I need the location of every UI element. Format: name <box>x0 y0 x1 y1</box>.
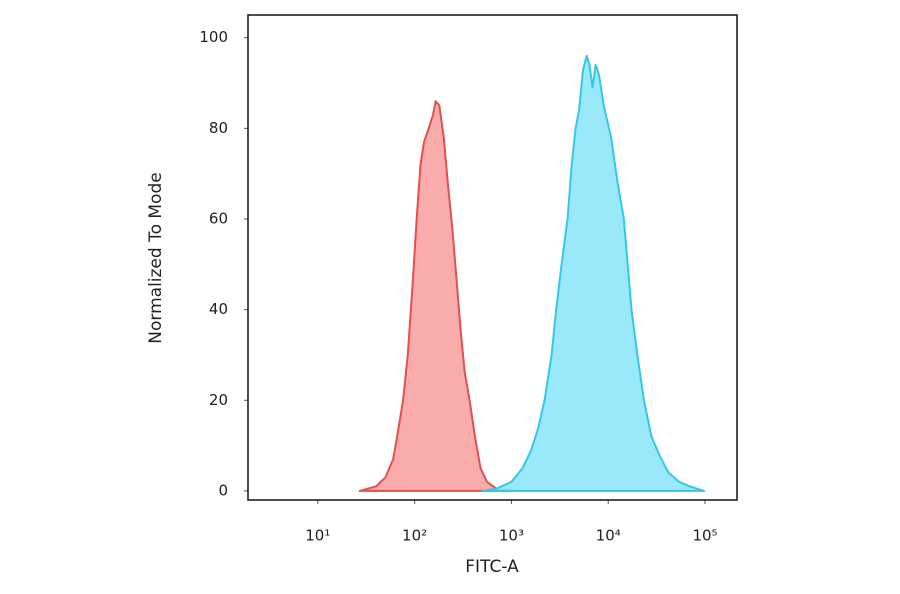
x-tick-label: 10⁵ <box>692 527 717 545</box>
y-tick-label: 100 <box>199 28 228 46</box>
plot-frame <box>247 14 738 501</box>
y-tick-label: 80 <box>209 119 228 137</box>
histogram-area <box>481 54 706 492</box>
x-tick-label: 10¹ <box>305 527 330 545</box>
x-tick-label: 10² <box>402 527 427 545</box>
y-tick-label: 60 <box>209 209 228 227</box>
x-tick-label: 10⁴ <box>596 527 621 545</box>
y-tick-label: 40 <box>209 300 228 318</box>
y-tick-label: 20 <box>209 391 228 409</box>
y-tick-label: 0 <box>218 481 228 499</box>
histogram-area <box>358 100 513 492</box>
x-axis-title: FITC-A <box>465 557 519 577</box>
y-axis-title: Normalized To Mode <box>146 172 166 343</box>
x-tick-label: 10³ <box>499 527 524 545</box>
